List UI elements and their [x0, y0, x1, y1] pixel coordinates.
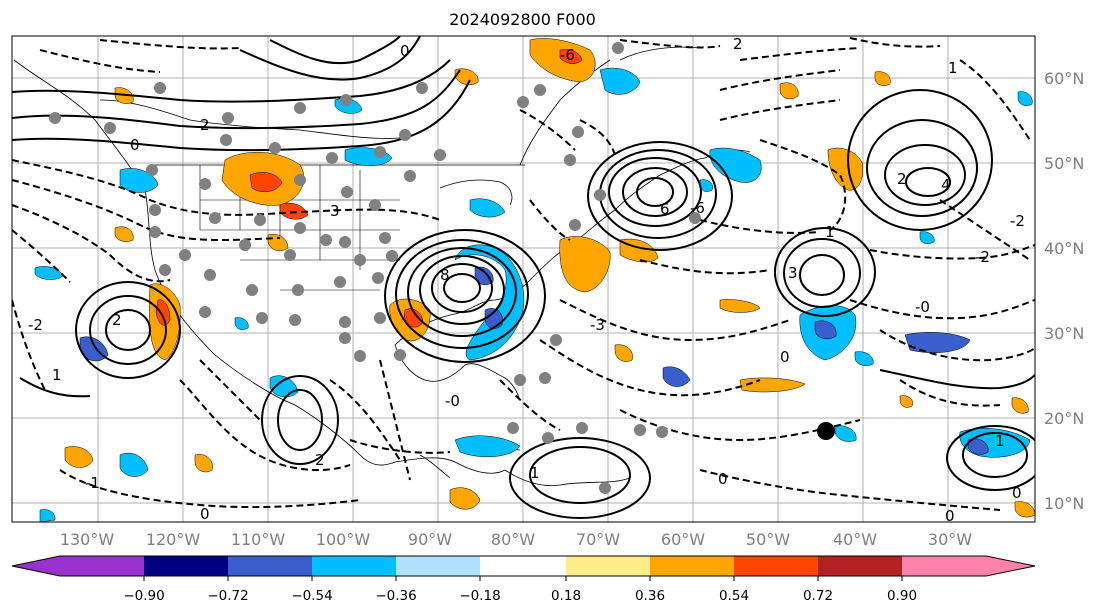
contour-label: -1 [85, 474, 100, 492]
contour-label: 8 [440, 266, 450, 284]
map-panel: 8 6 4 2 1 3 3 2 0 1 2 -2 2 1 0 0 0 1 -3 … [12, 35, 1035, 525]
filled-contours [34, 38, 1035, 522]
plot-title: 2024092800 F000 [449, 10, 596, 29]
colorbar-tick: −0.18 [459, 588, 500, 604]
latitude-axis: 60°N 50°N 40°N 30°N 20°N 10°N [1044, 69, 1084, 513]
contour-label: 0 [1012, 484, 1022, 502]
colorbar-segment [734, 556, 818, 576]
colorbar-segment [818, 556, 902, 576]
lon-label: 30°W [928, 530, 972, 549]
contour-label: 2 [112, 311, 122, 329]
colorbar-tick: −0.72 [207, 588, 248, 604]
contour-label: 0 [945, 507, 955, 525]
contour-label: 2 [733, 35, 743, 53]
lon-label: 130°W [60, 530, 115, 549]
lat-label: 30°N [1044, 324, 1084, 343]
colorbar-tick: 0.36 [635, 588, 665, 604]
colorbar-outline [11, 555, 1036, 577]
colorbar-segment [480, 556, 566, 576]
contour-label: 0 [200, 505, 210, 523]
contour-label: 2 [200, 116, 210, 134]
longitude-axis: 130°W 120°W 110°W 100°W 90°W 80°W 70°W 6… [60, 530, 972, 549]
contour-label: 0 [130, 136, 140, 154]
contour-label: 3 [788, 264, 798, 282]
lon-label: 90°W [408, 530, 452, 549]
contour-label: 0 [718, 470, 728, 488]
lon-label: 40°W [833, 530, 877, 549]
lat-label: 10°N [1044, 494, 1084, 513]
contour-label: -0 [915, 298, 930, 316]
colorbar-tick: −0.90 [123, 588, 164, 604]
colorbar-tick: −0.54 [291, 588, 332, 604]
colorbar-segment [144, 556, 228, 576]
storm-marker [817, 422, 835, 440]
colorbar-tick: 0.54 [719, 588, 749, 604]
contour-label: 1 [995, 432, 1005, 450]
contour-label: 3 [330, 202, 340, 220]
contour-label: 6 [660, 200, 670, 218]
colorbar-tick: 0.18 [551, 588, 581, 604]
lon-label: 120°W [146, 530, 201, 549]
lon-label: 110°W [231, 530, 286, 549]
contour-label: 2 [315, 451, 325, 469]
colorbar-tick: 0.90 [887, 588, 917, 604]
colorbar-segment [228, 556, 312, 576]
contour-label: 0 [400, 42, 410, 60]
colorbar-segment [396, 556, 480, 576]
contour-label: 1 [948, 59, 958, 77]
contour-label: 0 [780, 348, 790, 366]
lat-label: 40°N [1044, 239, 1084, 258]
contour-label: 1 [530, 464, 540, 482]
contour-label: -0 [445, 392, 460, 410]
lat-label: 60°N [1044, 69, 1084, 88]
lon-label: 80°W [491, 530, 535, 549]
lon-label: 50°W [746, 530, 790, 549]
colorbar: −0.90 −0.72 −0.54 −0.36 −0.18 0.18 0.36 … [11, 555, 1036, 604]
map-frame [11, 35, 1036, 523]
contour-label: 1 [52, 366, 62, 384]
colorbar-tick: 0.72 [803, 588, 833, 604]
lon-label: 70°W [576, 530, 620, 549]
colorbar-segment [312, 556, 396, 576]
colorbar-segment [902, 556, 986, 576]
contour-label: 2 [897, 170, 907, 188]
contour-label: -2 [28, 316, 43, 334]
solid-contours [12, 36, 1035, 519]
contour-label: -2 [975, 248, 990, 266]
colorbar-segment [566, 556, 650, 576]
contour-label: 1 [825, 223, 835, 241]
station-dots [49, 42, 701, 494]
colorbar-segment [60, 556, 144, 576]
colorbar-segment [986, 556, 1035, 576]
lat-label: 50°N [1044, 154, 1084, 173]
contour-label-group: 8 6 4 2 1 3 3 2 0 1 2 -2 2 1 0 0 0 1 -3 … [28, 35, 1025, 525]
colorbar-segment [650, 556, 734, 576]
lat-label: 20°N [1044, 409, 1084, 428]
lon-label: 100°W [316, 530, 371, 549]
lon-label: 60°W [661, 530, 705, 549]
colorbar-segment [12, 556, 60, 576]
contour-label: 4 [941, 176, 951, 194]
contour-label: -3 [590, 316, 605, 334]
contour-label: -2 [1010, 212, 1025, 230]
contour-label: -6 [560, 46, 575, 64]
colorbar-tick: −0.36 [375, 588, 416, 604]
